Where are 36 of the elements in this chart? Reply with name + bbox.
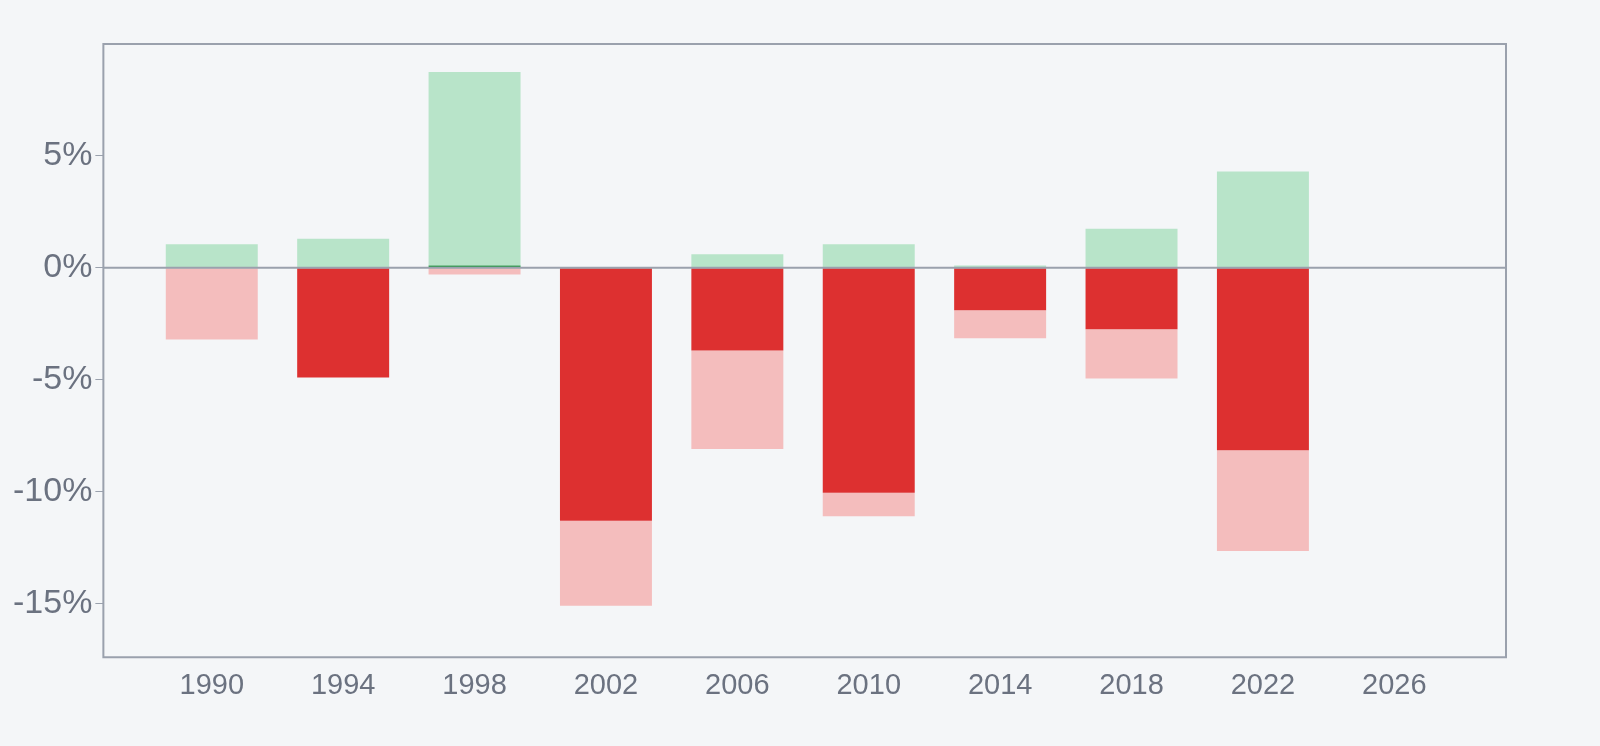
- bar: [1216, 171, 1309, 268]
- x-tick-label: 2010: [836, 667, 901, 700]
- bar: [1216, 268, 1309, 451]
- bar: [165, 268, 258, 340]
- bar: [165, 244, 258, 268]
- bar: [1216, 450, 1309, 551]
- x-tick-label: 2006: [705, 667, 770, 700]
- y-tick-label: -10%: [13, 469, 93, 508]
- x-tick-label: 2014: [967, 667, 1033, 700]
- bar: [297, 268, 390, 378]
- bar: [691, 254, 784, 268]
- y-tick-label: 0%: [43, 246, 93, 285]
- x-tick-label: 2026: [1362, 667, 1427, 700]
- bar: [822, 268, 915, 493]
- y-tick-label: 5%: [43, 134, 93, 173]
- bar: [1085, 268, 1178, 330]
- x-tick-label: 2018: [1099, 667, 1164, 700]
- bar: [822, 244, 915, 268]
- x-tick-label: 1998: [442, 667, 507, 700]
- bar: [559, 520, 652, 606]
- y-tick-label: -15%: [13, 581, 93, 620]
- bar: [822, 492, 915, 517]
- bar: [954, 310, 1047, 339]
- y-tick-label: -5%: [31, 358, 93, 397]
- bar: [954, 268, 1047, 311]
- bar: [559, 268, 652, 521]
- x-tick-label: 2022: [1230, 667, 1296, 700]
- bar: [1085, 228, 1178, 268]
- bar: [691, 350, 784, 450]
- x-tick-label: 1994: [310, 667, 376, 700]
- bar: [1085, 329, 1178, 379]
- x-tick-label: 1990: [179, 667, 245, 700]
- x-tick-label: 2002: [573, 667, 639, 700]
- bar: [428, 71, 521, 266]
- bar: [691, 268, 784, 351]
- bar: [297, 238, 390, 268]
